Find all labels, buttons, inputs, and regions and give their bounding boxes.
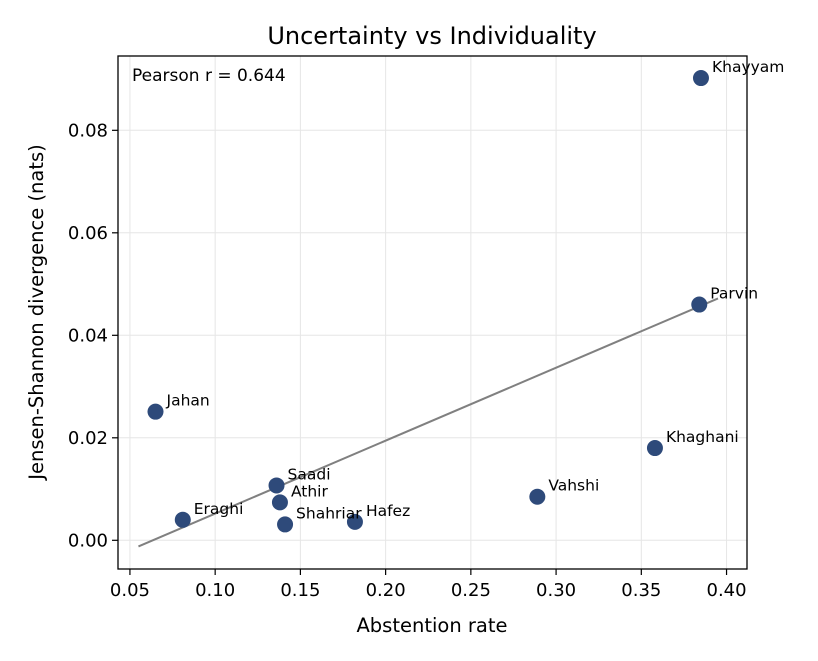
trend-layer (138, 297, 719, 548)
y-tick-label: 0.08 (68, 120, 108, 141)
y-tick-label: 0.00 (68, 530, 108, 551)
data-point-vahshi (529, 488, 546, 505)
x-axis-label: Abstention rate (356, 614, 507, 637)
x-tick-label: 0.35 (621, 580, 661, 601)
y-tick-label: 0.06 (68, 223, 108, 244)
data-point-athir (271, 494, 288, 511)
point-label-khaghani: Khaghani (666, 428, 739, 446)
point-label-athir: Athir (291, 482, 329, 500)
data-point-eraghi (174, 511, 191, 528)
point-label-vahshi: Vahshi (548, 477, 599, 495)
x-tick-label: 0.05 (110, 580, 150, 601)
data-point-khaghani (646, 440, 663, 457)
point-label-eraghi: Eraghi (194, 500, 244, 518)
point-label-khayyam: Khayyam (712, 58, 784, 76)
chart-title: Uncertainty vs Individuality (267, 22, 596, 50)
x-tick-label: 0.25 (451, 580, 491, 601)
data-point-parvin (691, 296, 708, 313)
y-axis-label: Jensen-Shannon divergence (nats) (25, 144, 48, 482)
trend-line (138, 297, 719, 548)
pearson-annotation: Pearson r = 0.644 (132, 66, 286, 86)
y-axis: 0.00 0.02 0.04 0.06 0.08 (68, 120, 118, 551)
data-point-hafez (346, 513, 363, 530)
x-axis: 0.05 0.10 0.15 0.20 0.25 0.30 0.35 0.40 (110, 569, 747, 601)
data-point-saadi (268, 477, 285, 494)
x-tick-label: 0.40 (707, 580, 747, 601)
x-tick-label: 0.10 (195, 580, 235, 601)
data-point-jahan (147, 403, 164, 420)
point-label-shahriar: Shahriar (296, 504, 362, 522)
x-tick-label: 0.15 (280, 580, 320, 601)
points-layer (147, 70, 709, 533)
x-tick-label: 0.30 (536, 580, 576, 601)
point-label-jahan: Jahan (166, 392, 210, 410)
data-point-shahriar (277, 516, 294, 533)
grid (118, 56, 747, 569)
x-tick-label: 0.20 (366, 580, 406, 601)
point-label-parvin: Parvin (710, 285, 758, 303)
y-tick-label: 0.04 (68, 325, 108, 346)
data-point-khayyam (692, 70, 709, 87)
point-label-hafez: Hafez (366, 502, 410, 520)
plot-frame (117, 55, 748, 570)
y-tick-label: 0.02 (68, 428, 108, 449)
point-label-saadi: Saadi (288, 465, 331, 483)
